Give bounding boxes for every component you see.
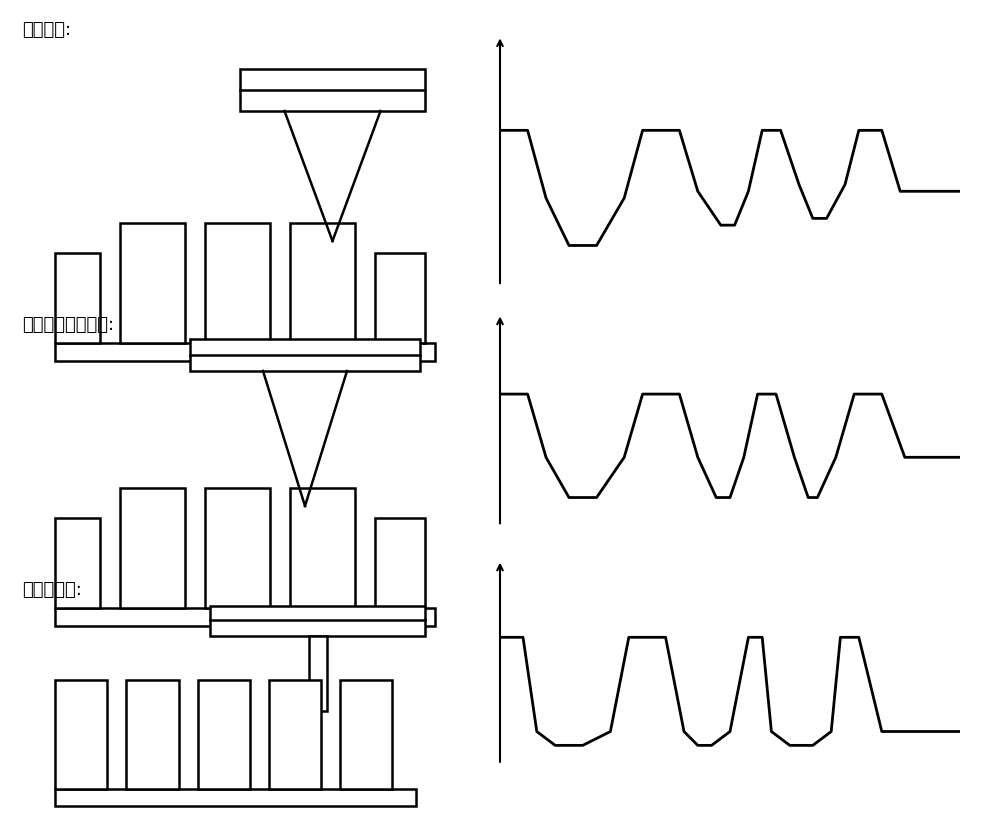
Bar	[55, 518, 100, 608]
Bar	[290, 488, 355, 608]
Bar	[55, 253, 100, 343]
Bar	[375, 253, 425, 343]
Bar	[120, 223, 185, 343]
Bar	[55, 680, 107, 789]
Bar	[269, 680, 321, 789]
Bar	[55, 343, 435, 361]
Bar	[375, 518, 425, 608]
Text: 本方案探针:: 本方案探针:	[22, 581, 82, 599]
Bar	[55, 608, 435, 626]
Text: 一般大高宽比探针:: 一般大高宽比探针:	[22, 316, 114, 334]
Bar	[205, 488, 270, 608]
Bar	[190, 339, 420, 371]
Bar	[240, 69, 425, 111]
Bar	[308, 636, 326, 711]
Bar	[340, 680, 392, 789]
Bar	[210, 606, 425, 636]
Text: 普通探针:: 普通探针:	[22, 21, 71, 39]
Bar	[120, 488, 185, 608]
Bar	[205, 223, 270, 343]
Bar	[126, 680, 178, 789]
Bar	[290, 223, 355, 343]
Bar	[198, 680, 250, 789]
Bar	[55, 789, 416, 806]
